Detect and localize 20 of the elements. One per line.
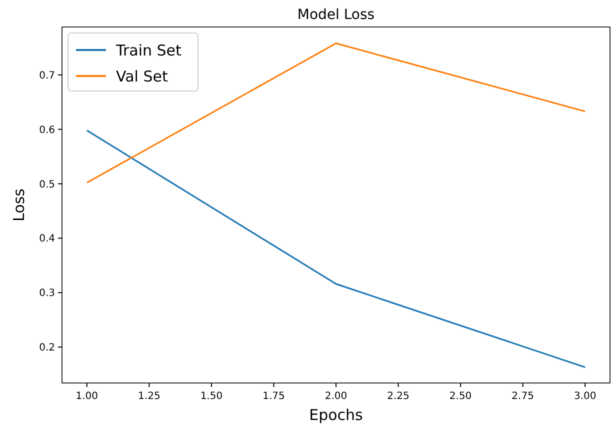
y-tick-label: 0.7 bbox=[39, 70, 55, 82]
legend-label: Val Set bbox=[116, 67, 168, 86]
x-axis-title: Epochs bbox=[309, 406, 364, 424]
x-tick-label: 2.00 bbox=[324, 391, 348, 402]
y-tick-label: 0.3 bbox=[39, 288, 55, 300]
x-tick-label: 1.50 bbox=[200, 391, 223, 402]
y-tick-label: 0.5 bbox=[39, 179, 55, 190]
x-tick-label: 2.75 bbox=[512, 391, 534, 402]
y-tick-label: 0.4 bbox=[39, 234, 55, 245]
y-tick-label: 0.6 bbox=[39, 124, 55, 136]
x-tick-label: 2.25 bbox=[387, 391, 410, 402]
x-tick-label: 3.00 bbox=[574, 391, 596, 402]
x-tick-label: 1.00 bbox=[76, 391, 98, 402]
x-tick-label: 2.50 bbox=[449, 391, 472, 402]
x-tick-label: 1.25 bbox=[138, 391, 160, 402]
chart-title: Model Loss bbox=[297, 7, 375, 23]
x-tick-label: 1.75 bbox=[262, 391, 285, 402]
y-axis-title: Loss bbox=[10, 188, 28, 222]
legend-label: Train Set bbox=[115, 41, 182, 60]
y-tick-label: 0.2 bbox=[39, 342, 55, 354]
